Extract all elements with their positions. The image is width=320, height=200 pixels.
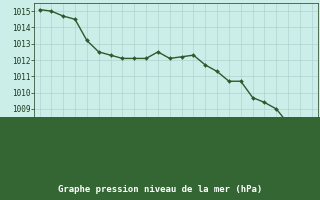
Text: Graphe pression niveau de la mer (hPa): Graphe pression niveau de la mer (hPa) bbox=[58, 184, 262, 194]
